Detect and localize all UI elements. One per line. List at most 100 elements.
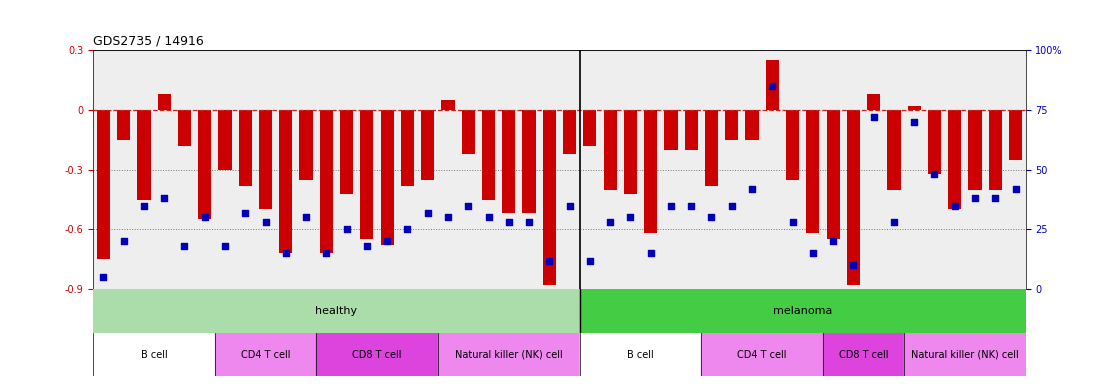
Point (845, 262, 862, 268)
Text: B cell: B cell (627, 349, 654, 359)
Point (479, 214, 497, 220)
Bar (826, 110, 839, 239)
Bar (97, 110, 110, 259)
Bar (199, 110, 212, 220)
Bar (685, 110, 698, 150)
Point (946, 202, 963, 209)
Bar (644, 110, 657, 233)
Point (398, 227, 416, 233)
Point (278, 250, 295, 257)
Text: melanoma: melanoma (773, 306, 833, 316)
Point (622, 214, 640, 220)
Text: Natural killer (NK) cell: Natural killer (NK) cell (911, 349, 1019, 359)
Point (642, 250, 659, 257)
Point (905, 119, 923, 125)
Bar (316, 333, 438, 376)
Point (419, 210, 437, 216)
Point (1007, 186, 1025, 192)
Bar (823, 333, 904, 376)
Point (804, 250, 822, 257)
Text: CD4 T cell: CD4 T cell (737, 349, 787, 359)
Bar (603, 110, 617, 190)
Bar (400, 110, 414, 185)
Point (764, 83, 781, 89)
Point (601, 219, 619, 225)
Point (926, 171, 943, 177)
Bar (360, 110, 373, 239)
Point (216, 243, 234, 249)
Bar (1009, 110, 1022, 160)
Bar (701, 333, 823, 376)
Bar (665, 110, 678, 150)
Point (500, 219, 518, 225)
Point (338, 227, 355, 233)
Point (663, 202, 680, 209)
Bar (766, 60, 779, 110)
Bar (705, 110, 719, 185)
Point (541, 258, 558, 264)
Point (358, 243, 375, 249)
Bar (624, 110, 637, 194)
Bar (806, 110, 819, 233)
Point (864, 114, 882, 120)
Bar (928, 110, 941, 174)
Bar (117, 110, 131, 140)
Point (156, 195, 173, 201)
Bar (280, 110, 293, 253)
Point (439, 214, 456, 220)
Point (460, 202, 477, 209)
Bar (847, 110, 860, 285)
Point (581, 258, 599, 264)
Point (824, 238, 841, 245)
Bar (502, 110, 516, 214)
Bar (93, 333, 215, 376)
Bar (158, 94, 171, 110)
Bar (462, 110, 475, 154)
Text: CD4 T cell: CD4 T cell (241, 349, 291, 359)
Point (682, 202, 700, 209)
Bar (340, 110, 353, 194)
Bar (887, 110, 901, 190)
Bar (584, 110, 597, 146)
Bar (441, 100, 454, 110)
Bar (239, 110, 252, 185)
Point (986, 195, 1004, 201)
Point (196, 214, 214, 220)
Text: healthy: healthy (316, 306, 358, 316)
Text: CD8 T cell: CD8 T cell (839, 349, 889, 359)
Bar (543, 110, 556, 285)
Point (378, 238, 396, 245)
Bar (421, 110, 434, 180)
Point (257, 219, 274, 225)
Bar (785, 110, 800, 180)
Point (723, 202, 740, 209)
Bar (969, 110, 982, 190)
Bar (988, 110, 1002, 190)
Point (297, 214, 315, 220)
Bar (746, 110, 759, 140)
Text: CD8 T cell: CD8 T cell (352, 349, 402, 359)
Bar (137, 110, 150, 200)
Bar (218, 110, 231, 170)
Point (318, 250, 336, 257)
Bar (904, 333, 1026, 376)
Point (115, 238, 133, 245)
Point (94, 274, 112, 280)
Bar (867, 94, 880, 110)
Bar (438, 333, 579, 376)
Text: Natural killer (NK) cell: Natural killer (NK) cell (455, 349, 563, 359)
Bar (319, 110, 333, 253)
Bar (563, 110, 576, 154)
Bar (178, 110, 191, 146)
Bar (215, 333, 316, 376)
Bar (522, 110, 535, 214)
Bar (725, 110, 738, 140)
Bar (93, 289, 579, 333)
Bar (579, 333, 701, 376)
Text: GDS2735 / 14916: GDS2735 / 14916 (93, 34, 204, 47)
Bar (907, 106, 920, 110)
Bar (482, 110, 495, 200)
Point (520, 219, 538, 225)
Bar (948, 110, 961, 210)
Bar (299, 110, 313, 180)
